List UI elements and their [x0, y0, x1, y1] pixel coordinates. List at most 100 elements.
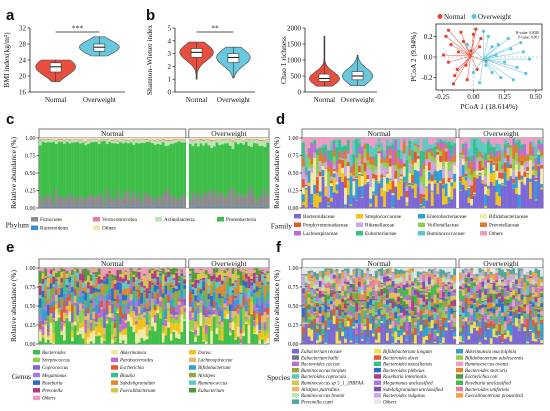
bar-segment [512, 146, 516, 159]
bar-segment [369, 329, 373, 345]
bar-segment [478, 175, 482, 209]
bar-segment [231, 321, 235, 330]
bar-segment [419, 274, 423, 281]
bar-segment [180, 306, 184, 308]
bar-segment [310, 280, 314, 289]
bar-segment [506, 180, 510, 209]
bar-segment [422, 186, 426, 195]
bar-segment [346, 268, 350, 274]
bar-segment [433, 341, 437, 343]
bar-segment [318, 313, 322, 316]
bar-segment [310, 270, 314, 273]
bar-segment [135, 277, 138, 281]
bar-segment [459, 281, 462, 286]
bar-segment [444, 300, 448, 302]
bar-segment [313, 313, 317, 316]
bar-segment [400, 159, 403, 165]
bar-segment [266, 273, 270, 282]
bar-segment [419, 281, 423, 285]
bar-segment [145, 310, 149, 313]
bar-segment [172, 306, 176, 309]
bar-segment [459, 272, 462, 280]
bar-segment [260, 284, 264, 287]
bar-segment [164, 316, 168, 319]
bar-segment [383, 299, 387, 305]
bar-segment [194, 197, 198, 208]
bar-segment [266, 138, 270, 140]
bar-segment [408, 314, 412, 316]
bar-segment [473, 138, 476, 155]
bar-segment [444, 293, 448, 298]
significance-label: *** [72, 24, 84, 33]
bar-segment [302, 201, 305, 206]
bar-segment [143, 285, 146, 289]
bar-segment [87, 139, 90, 141]
bar-segment [81, 287, 85, 291]
bar-segment [92, 197, 96, 208]
bar-segment [366, 174, 370, 179]
bar-segment [346, 276, 350, 281]
bar-segment [397, 292, 401, 297]
bar-segment [196, 335, 200, 345]
bar-segment [313, 285, 317, 289]
bar-segment [464, 301, 468, 310]
bar-segment [453, 188, 457, 209]
bar-segment [177, 199, 181, 208]
bar-segment [116, 189, 120, 208]
bar-segment [129, 138, 133, 140]
bar-segment [135, 320, 138, 325]
bar-segment [503, 158, 507, 163]
bar-segment [523, 185, 527, 209]
bar-segment [228, 330, 232, 333]
bar-segment [408, 138, 412, 141]
bar-segment [215, 272, 219, 278]
bar-segment [310, 302, 314, 306]
bar-segment [450, 157, 454, 162]
bar-segment [346, 309, 350, 312]
bar-segment [116, 206, 120, 209]
bar-segment [461, 289, 465, 296]
bar-segment [135, 307, 138, 316]
bar-segment [304, 171, 308, 176]
bar-segment [531, 138, 535, 142]
bar-segment [442, 317, 445, 325]
bar-segment [60, 277, 64, 283]
bar-segment [425, 319, 429, 324]
point-normal [474, 27, 478, 31]
bar-segment [374, 195, 378, 208]
bar-segment [394, 311, 398, 319]
y-axis-label: PCoA 2 (9.94%) [409, 32, 418, 82]
bar-segment [310, 158, 314, 165]
bar-segment [374, 311, 378, 315]
bar-segment [316, 176, 319, 194]
bar-segment [355, 334, 359, 337]
bar-segment [95, 196, 98, 208]
bar-segment [473, 171, 476, 177]
bar-segment [89, 139, 93, 141]
bar-segment [137, 329, 141, 343]
bar-segment [447, 268, 451, 272]
bar-segment [416, 276, 420, 279]
bar-segment [388, 328, 392, 345]
bar-segment [313, 332, 317, 345]
bar-segment [425, 165, 429, 187]
bar-segment [60, 334, 64, 345]
bar-segment [355, 302, 359, 312]
bar-segment [397, 269, 401, 274]
bar-segment [537, 149, 541, 152]
bar-segment [84, 303, 88, 307]
bar-segment [310, 203, 314, 209]
bar-segment [47, 277, 50, 288]
bar-segment [459, 327, 462, 332]
bar-segment [478, 138, 482, 140]
bar-segment [442, 337, 445, 344]
bar-segment [461, 324, 465, 328]
bar-segment [346, 281, 350, 285]
bar-segment [167, 187, 171, 207]
bar-segment [41, 325, 45, 335]
bar-segment [84, 306, 88, 308]
bar-segment [346, 139, 350, 151]
bar-segment [444, 319, 448, 328]
bar-segment [540, 150, 544, 156]
